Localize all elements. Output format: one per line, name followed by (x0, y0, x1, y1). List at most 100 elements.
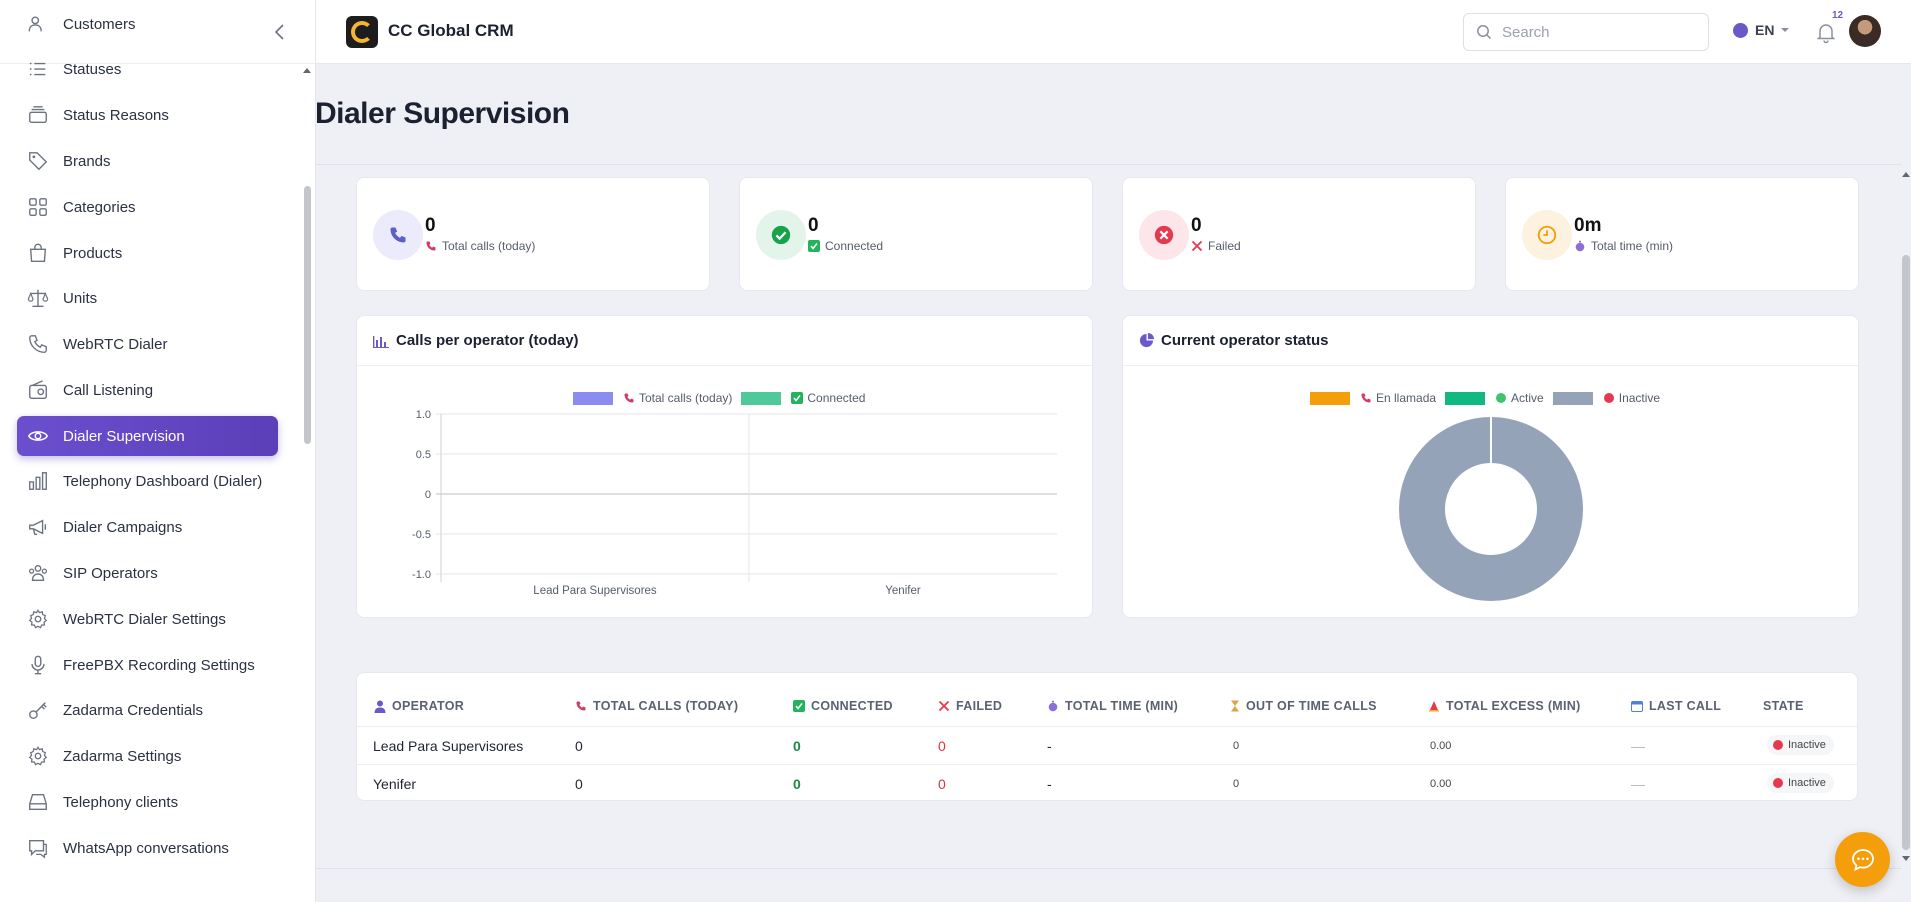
cell-last-call: — (1631, 738, 1645, 754)
sidebar-item-customers[interactable]: Customers (17, 4, 278, 44)
legend-item-active[interactable]: Active (1445, 391, 1544, 405)
sidebar-item-units[interactable]: Units (17, 278, 278, 318)
col-header-connected[interactable]: CONNECTED (793, 699, 893, 713)
person-icon (374, 700, 386, 713)
x-tick-label: Lead Para Supervisores (533, 585, 657, 597)
hourglass-icon (1231, 700, 1239, 712)
table-row[interactable]: Yenifer 0 0 0 - 0 0.00 — Inactive (357, 764, 1857, 802)
sidebar-scrollbar[interactable] (302, 66, 312, 902)
megaphone-icon (27, 516, 49, 538)
chat-icon (27, 837, 49, 859)
legend-label: Inactive (1618, 391, 1661, 405)
sidebar-item-statuses[interactable]: Statuses (17, 49, 278, 89)
app-title: CC Global CRM (388, 21, 514, 40)
language-code: EN (1755, 22, 1775, 38)
table-row[interactable]: Lead Para Supervisores 0 0 0 - 0 0.00 — … (357, 726, 1857, 764)
bar-chart-legend: Total calls (today) Connected (573, 391, 874, 405)
chat-button[interactable] (1835, 832, 1890, 887)
sidebar-item-zadarma-settings[interactable]: Zadarma Settings (17, 736, 278, 776)
legend-item-total-calls[interactable]: Total calls (today) (573, 391, 732, 405)
legend-label: En llamada (1376, 391, 1437, 405)
pie-chart-icon (1139, 333, 1154, 348)
header-label: STATE (1763, 699, 1804, 713)
legend-swatch (1310, 391, 1350, 405)
sidebar-item-sip-operators[interactable]: SIP Operators (17, 553, 278, 593)
col-header-total-time[interactable]: TOTAL TIME (MIN) (1047, 699, 1178, 713)
y-tick-label: -1.0 (412, 569, 431, 581)
y-tick-label: 0.5 (416, 449, 431, 461)
search-icon (1477, 25, 1492, 40)
cell-total-time: - (1047, 738, 1052, 754)
header-label: OUT OF TIME CALLS (1246, 699, 1377, 713)
bar-chart-icon (373, 335, 389, 348)
panel-title: Current operator status (1161, 332, 1329, 349)
cell-total-calls: 0 (575, 776, 583, 792)
x-tick-label: Yenifer (885, 585, 921, 597)
sidebar-item-label: WebRTC Dialer (63, 335, 168, 353)
sidebar-item-label: Dialer Supervision (63, 427, 185, 445)
sidebar-item-call-listening[interactable]: Call Listening (17, 370, 278, 410)
user-avatar[interactable] (1849, 15, 1881, 47)
sidebar-item-status-reasons[interactable]: Status Reasons (17, 95, 278, 135)
legend-label: Total calls (today) (639, 391, 733, 405)
stat-label-row: Connected (808, 239, 883, 253)
search-input[interactable] (1502, 23, 1692, 41)
col-header-total-excess[interactable]: TOTAL EXCESS (MIN) (1428, 699, 1581, 713)
legend-item-connected[interactable]: Connected (741, 391, 865, 405)
sidebar-scroll-thumb[interactable] (304, 186, 311, 444)
sidebar-item-label: Zadarma Settings (63, 747, 182, 765)
bell-icon[interactable] (1814, 20, 1838, 44)
phone-small-icon (1361, 393, 1371, 403)
sidebar-item-whatsapp-conversations[interactable]: WhatsApp conversations (17, 828, 278, 868)
gear-icon (27, 608, 49, 630)
search-box[interactable] (1463, 13, 1709, 51)
sidebar-item-brands[interactable]: Brands (17, 141, 278, 181)
legend-swatch (573, 391, 613, 405)
sidebar-item-zadarma-credentials[interactable]: Zadarma Credentials (17, 690, 278, 730)
stat-icon-circle (756, 210, 806, 260)
col-header-last-call[interactable]: LAST CALL (1631, 699, 1721, 713)
sidebar-item-products[interactable]: Products (17, 233, 278, 273)
panel-header: Current operator status (1123, 316, 1858, 366)
red-dot-icon (1603, 393, 1614, 403)
app-logo[interactable] (346, 16, 378, 48)
sidebar-item-label: SIP Operators (63, 564, 158, 582)
col-header-state[interactable]: STATE (1763, 699, 1804, 713)
sidebar-item-webrtc-dialer[interactable]: WebRTC Dialer (17, 324, 278, 364)
x-mark-icon (1191, 240, 1203, 252)
legend-item-inactive[interactable]: Inactive (1552, 391, 1661, 405)
operators-table: OPERATOR TOTAL CALLS (TODAY) CONNECTED F… (356, 672, 1858, 801)
chat-bubble-icon (1851, 848, 1874, 871)
col-header-operator[interactable]: OPERATOR (374, 699, 464, 713)
eye-icon (27, 425, 49, 447)
status-dot (1773, 778, 1783, 788)
y-tick-label: 1.0 (416, 409, 431, 421)
col-header-out-of-time[interactable]: OUT OF TIME CALLS (1230, 699, 1377, 713)
sidebar-item-label: WhatsApp conversations (63, 839, 229, 857)
calls-per-operator-panel: Calls per operator (today) Total calls (… (356, 315, 1093, 618)
sidebar-item-dialer-supervision[interactable]: Dialer Supervision (17, 416, 278, 456)
main-scroll-thumb[interactable] (1902, 255, 1910, 850)
notification-badge: 12 (1832, 10, 1844, 21)
cell-connected: 0 (793, 776, 801, 792)
sidebar-item-telephony-clients[interactable]: Telephony clients (17, 782, 278, 822)
sidebar-item-webrtc-dialer-settings[interactable]: WebRTC Dialer Settings (17, 599, 278, 639)
main-scrollbar[interactable] (1900, 165, 1911, 865)
sidebar-item-categories[interactable]: Categories (17, 187, 278, 227)
stat-value: 0 (808, 215, 819, 236)
col-header-failed[interactable]: FAILED (938, 699, 1002, 713)
sidebar-item-telephony-dashboard-dialer[interactable]: Telephony Dashboard (Dialer) (17, 461, 278, 501)
sidebar-item-freepbx-recording-settings[interactable]: FreePBX Recording Settings (17, 645, 278, 685)
bar-chart: 1.0 0.5 0 -0.5 -1.0 Lead Para Supervisores Yen… (412, 409, 1057, 597)
legend-item-en-llamada[interactable]: En llamada (1310, 391, 1436, 405)
cell-total-excess: 0.00 (1430, 778, 1452, 790)
collapse-sidebar-button[interactable] (268, 20, 292, 44)
phone-small-icon (624, 393, 634, 403)
language-selector[interactable]: EN (1733, 22, 1791, 38)
col-header-total-calls[interactable]: TOTAL CALLS (TODAY) (575, 699, 738, 713)
sidebar-item-dialer-campaigns[interactable]: Dialer Campaigns (17, 507, 278, 547)
stat-card-failed: 0 Failed (1122, 177, 1476, 291)
gear-icon (27, 745, 49, 767)
x-circle-icon (1154, 225, 1174, 245)
clock-icon (1537, 225, 1557, 245)
